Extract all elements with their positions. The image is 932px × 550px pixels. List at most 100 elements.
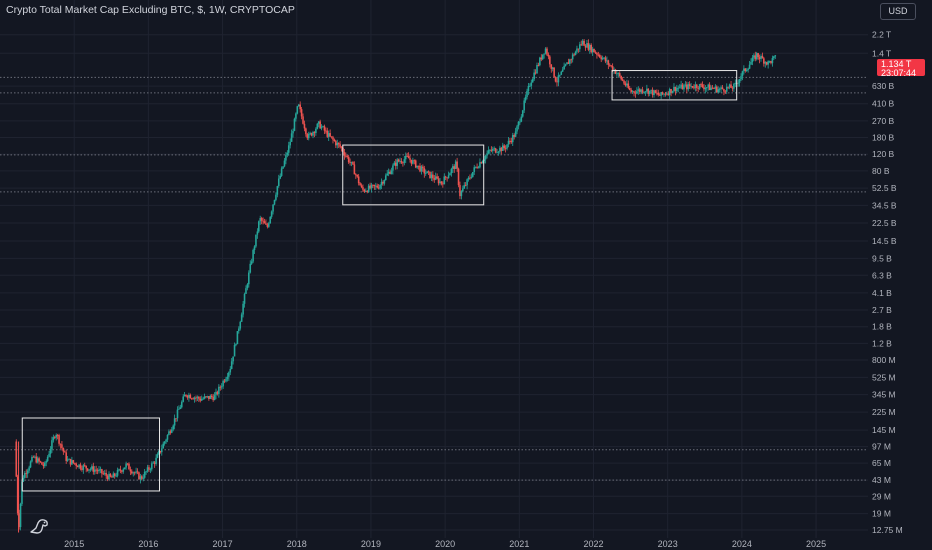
price-tick-label: 800 M [872, 355, 896, 365]
candle-body [606, 60, 608, 62]
candle-body [374, 185, 377, 187]
candle-body [297, 104, 300, 107]
candle-body [720, 87, 722, 89]
price-tick-label: 97 M [872, 442, 891, 452]
candle-body [531, 79, 534, 83]
candle-body [678, 87, 681, 89]
candle-body [340, 146, 343, 148]
candle-body [633, 91, 635, 93]
candle-body [180, 401, 183, 408]
price-axis[interactable]: 2.2 T 1.4 T 630 B 410 B 270 B 180 B 120 B 80 B 5… [872, 30, 903, 535]
candle-body [131, 471, 133, 474]
candle-body [479, 162, 481, 168]
candle-body [550, 64, 553, 69]
candle-body [189, 394, 192, 399]
candle-body [363, 189, 366, 192]
candle-body [470, 176, 473, 178]
candle-body [540, 57, 543, 60]
time-axis[interactable]: 2015 2016 2017 2018 2019 2020 2021 2022 2023 2024… [64, 539, 826, 549]
candle-body [209, 395, 212, 399]
candle-body [628, 87, 631, 90]
candles [15, 39, 777, 533]
candle-body [313, 132, 316, 134]
candle-body [559, 74, 561, 76]
candle-body [580, 44, 583, 46]
candle-body [327, 133, 330, 137]
candle-body [81, 468, 83, 470]
candle-body [670, 89, 672, 94]
candle-body [292, 131, 294, 134]
candle-body [323, 126, 326, 131]
candle-body [727, 86, 729, 88]
candle-body [41, 462, 43, 465]
candle-body [158, 450, 160, 455]
candle-body [152, 462, 155, 464]
candle-body [496, 152, 498, 154]
candle-body [564, 64, 567, 66]
candle-body [24, 472, 26, 478]
candle-body [56, 434, 59, 436]
candle-body [491, 148, 494, 151]
candle-body [757, 53, 759, 58]
candle-body [88, 469, 90, 471]
candle-body [397, 159, 400, 162]
candle-body [245, 288, 247, 294]
currency-button[interactable]: USD [880, 3, 916, 20]
candle-body [367, 185, 370, 193]
candle-body [616, 73, 618, 75]
candle-body [286, 152, 289, 155]
candle-body [25, 472, 28, 474]
candle-body [489, 149, 491, 151]
candle-body [325, 130, 327, 132]
candle-body [337, 142, 340, 145]
tradingview-dino-icon[interactable] [28, 517, 52, 535]
candle-body [713, 88, 715, 90]
candle-body [102, 473, 105, 475]
candle-body [16, 476, 19, 514]
candle-body [146, 467, 149, 472]
candle-body [346, 155, 349, 157]
candle-body [113, 473, 116, 476]
price-tick-label: 180 B [872, 133, 895, 143]
candle-body [597, 54, 600, 56]
candle-body [105, 472, 107, 476]
candle-body [501, 145, 504, 152]
candle-body [206, 396, 209, 397]
candle-body [220, 386, 223, 388]
candle-body [279, 175, 282, 179]
time-tick-label: 2016 [138, 539, 158, 549]
candle-body [65, 452, 67, 461]
candle-body [412, 160, 414, 164]
candle-body [464, 185, 467, 187]
candle-body [437, 178, 440, 184]
candle-body [232, 356, 234, 362]
candle-body [447, 175, 450, 179]
candle-body [330, 136, 333, 138]
candle-body [614, 69, 617, 74]
candle-body [36, 458, 39, 463]
candle-body [199, 398, 202, 401]
candle-body [737, 82, 739, 84]
candle-body [430, 174, 433, 179]
candle-body [252, 250, 254, 262]
candle-body [239, 321, 242, 329]
candle-body [215, 391, 217, 396]
candle-body [128, 463, 130, 470]
candle-body [765, 62, 768, 65]
candle-body [600, 57, 603, 60]
candle-body [570, 59, 573, 61]
candle-body [185, 394, 187, 396]
candle-body [557, 75, 560, 83]
candle-body [443, 176, 446, 185]
candle-body [623, 80, 625, 84]
candle-body [26, 470, 29, 474]
candle-body [429, 171, 431, 179]
candle-body [188, 394, 190, 398]
candle-body [392, 165, 394, 171]
candle-body [165, 439, 167, 442]
candle-body [546, 48, 548, 55]
candle-body [701, 84, 704, 88]
candle-body [118, 469, 120, 471]
candle-body [216, 391, 219, 394]
